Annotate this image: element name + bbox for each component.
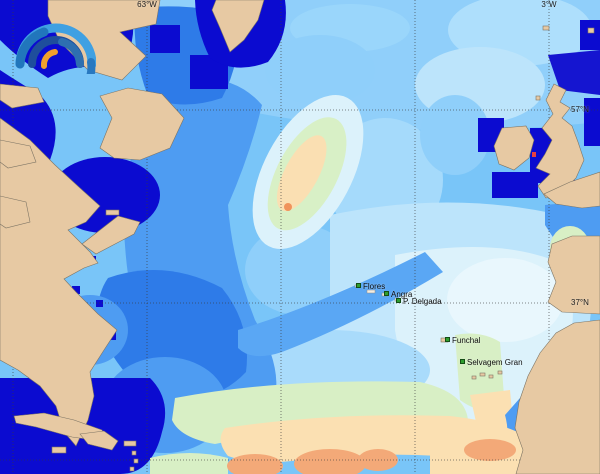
ocean-region bbox=[150, 453, 228, 474]
land-newfoundland bbox=[99, 87, 185, 161]
land-antilles bbox=[131, 450, 137, 456]
ocean-cell bbox=[96, 300, 103, 307]
ocean-region bbox=[294, 449, 366, 474]
land-canaries bbox=[497, 370, 503, 375]
central-calm-blob bbox=[252, 95, 364, 249]
land-north-america bbox=[0, 117, 118, 447]
land-greenland bbox=[211, 0, 265, 53]
ocean-region bbox=[464, 439, 516, 461]
land-quebec-coast bbox=[0, 83, 45, 109]
ocean-region bbox=[455, 333, 505, 412]
land-antilles bbox=[129, 466, 135, 472]
ocean-region bbox=[447, 258, 563, 342]
ocean-region bbox=[265, 35, 375, 105]
land-france bbox=[543, 171, 600, 209]
ocean-region bbox=[492, 172, 538, 198]
ocean-cell bbox=[284, 203, 292, 211]
logo-middle-arc-light bbox=[58, 38, 84, 68]
rainbow-arcs-logo bbox=[15, 23, 96, 74]
land-hispaniola bbox=[79, 430, 119, 451]
ocean-cell-alert bbox=[532, 152, 536, 157]
ocean-cell bbox=[72, 286, 80, 294]
land-jamaica bbox=[51, 446, 67, 454]
ocean-region bbox=[548, 50, 600, 95]
ocean-region bbox=[276, 135, 327, 212]
ocean-region bbox=[580, 20, 600, 50]
land-nova-scotia bbox=[81, 215, 141, 255]
land-shetland bbox=[587, 27, 595, 34]
ocean-region bbox=[227, 454, 283, 474]
ocean-region bbox=[584, 98, 600, 146]
land-canaries bbox=[479, 372, 486, 377]
ocean-region bbox=[238, 252, 443, 357]
logo-orange-arc bbox=[40, 49, 58, 69]
logo-outer-arc-shade bbox=[15, 27, 49, 69]
land-faroe bbox=[542, 25, 550, 31]
land-pei bbox=[105, 209, 120, 216]
land-quebec-coast bbox=[0, 139, 37, 169]
land-puerto-rico bbox=[123, 440, 137, 447]
land-madeira bbox=[440, 337, 449, 343]
land-antilles bbox=[133, 458, 139, 464]
land-canaries bbox=[471, 375, 477, 380]
land-hebrides bbox=[535, 95, 541, 101]
land-canaries bbox=[488, 374, 494, 379]
brand-logo bbox=[6, 4, 96, 74]
ocean-region bbox=[150, 25, 180, 53]
ocean-region bbox=[420, 95, 490, 175]
land-africa bbox=[514, 319, 600, 474]
logo-right-tail-arc bbox=[86, 58, 96, 74]
ocean-region bbox=[220, 415, 541, 463]
land-iberia bbox=[547, 235, 600, 315]
land-quebec-coast bbox=[0, 195, 31, 229]
land-ireland bbox=[493, 125, 535, 171]
